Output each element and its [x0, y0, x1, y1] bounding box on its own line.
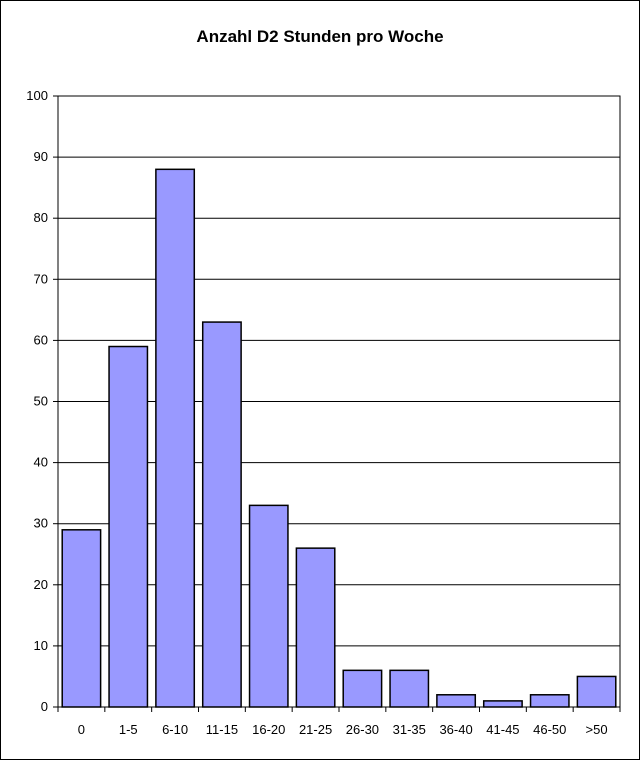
x-tick-label: 0 [78, 722, 85, 737]
x-tick-label: 46-50 [533, 722, 566, 737]
bar [436, 694, 477, 708]
y-tick-label: 80 [34, 210, 48, 225]
x-tick-label: 1-5 [119, 722, 138, 737]
y-tick-label: 90 [34, 149, 48, 164]
bar [248, 504, 289, 708]
bar [201, 321, 242, 708]
x-tick-label: 16-20 [252, 722, 285, 737]
bar [389, 669, 430, 708]
bar [576, 675, 617, 708]
x-axis: 0 1-5 6-10 11-15 16-20 21-25 26-30 31-35 36-40 41… [57, 707, 621, 737]
x-tick-label: 41-45 [486, 722, 519, 737]
x-tick-label: 31-35 [393, 722, 426, 737]
bars [61, 168, 617, 708]
y-tick-label: 60 [34, 332, 48, 347]
y-tick-label: 0 [41, 699, 48, 714]
bar [529, 694, 570, 708]
bar [295, 547, 336, 708]
y-tick-label: 10 [34, 638, 48, 653]
chart-title: Anzahl D2 Stunden pro Woche [196, 27, 444, 46]
y-tick-label: 100 [26, 88, 48, 103]
x-tick-label: 36-40 [439, 722, 472, 737]
y-tick-label: 40 [34, 455, 48, 470]
x-tick-label: >50 [586, 722, 608, 737]
x-tick-label: 26-30 [346, 722, 379, 737]
y-tick-label: 50 [34, 394, 48, 409]
y-tick-label: 30 [34, 516, 48, 531]
x-tick-label: 11-15 [206, 722, 238, 737]
bar [342, 669, 383, 708]
bar [482, 700, 523, 708]
bar [61, 529, 102, 708]
bar [155, 168, 196, 708]
x-tick-label: 21-25 [299, 722, 332, 737]
x-tick-label: 6-10 [162, 722, 188, 737]
bar [108, 345, 149, 708]
y-tick-label: 70 [34, 271, 48, 286]
y-tick-label: 20 [34, 577, 48, 592]
y-axis: 0 10 20 30 40 50 60 70 80 90 100 [26, 88, 58, 714]
